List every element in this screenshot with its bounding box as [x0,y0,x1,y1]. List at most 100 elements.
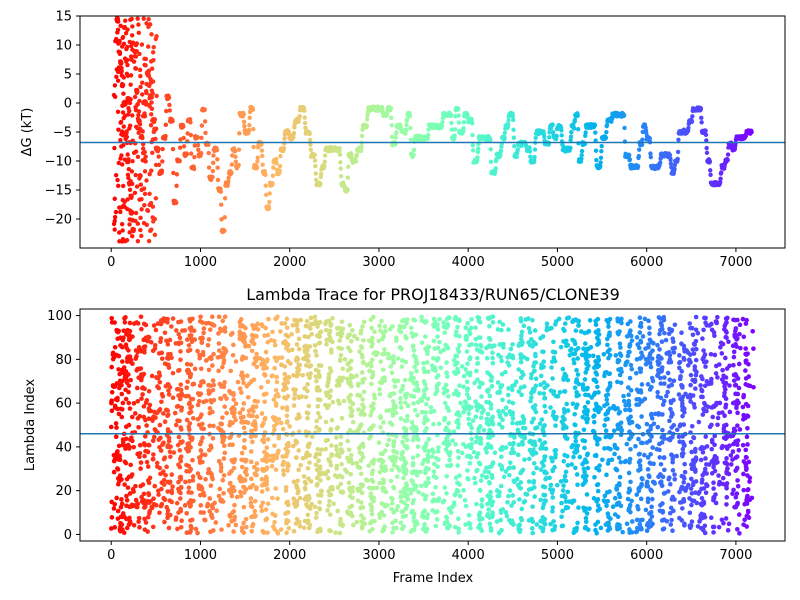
delta-g-point [583,130,588,135]
lambda-point [658,502,663,508]
lambda-point [593,322,599,328]
lambda-point [694,369,699,375]
lambda-point [574,472,580,477]
delta-g-point [174,183,179,189]
delta-g-point [135,239,141,244]
delta-g-point [115,109,121,115]
lambda-point [415,453,421,458]
lambda-point [484,465,489,471]
lambda-point [351,522,356,528]
lambda-point [201,326,207,331]
lambda-point [462,498,468,503]
delta-g-point [135,102,140,107]
lambda-point [119,501,125,507]
lambda-point [424,360,430,365]
lambda-point [248,449,254,454]
lambda-point [195,402,201,408]
lambda-point [530,530,535,536]
lambda-point [291,403,297,408]
delta-g-point [214,147,220,153]
delta-g-axes-frame [79,15,786,249]
lambda-point [377,392,383,397]
lambda-point [583,392,588,398]
lambda-point [670,468,676,473]
lambda-point [197,355,202,361]
lambda-point [591,496,597,501]
lambda-point [457,333,462,339]
delta-g-point [148,122,154,128]
lambda-point [563,338,569,344]
delta-g-point [470,132,475,138]
delta-g-point [318,181,323,187]
lambda-point [435,373,441,378]
delta-g-point [322,163,327,169]
lambda-point [174,500,180,506]
delta-g-point [622,125,627,131]
lambda-point [712,433,718,439]
lambda-point [119,522,125,527]
lambda-point [141,414,147,420]
lambda-point [646,524,652,530]
lambda-point [732,317,738,323]
delta-g-point [488,147,493,152]
delta-g-point [112,218,117,224]
lambda-point [595,519,601,525]
lambda-point [693,357,699,363]
lambda-point [637,518,643,523]
delta-g-point [138,227,143,233]
x-tick-label: 5000 [541,255,574,270]
lambda-point [451,358,457,363]
lambda-point [274,455,279,461]
lambda-point [187,421,193,426]
lambda-point [615,423,620,428]
delta-g-point [167,102,172,108]
delta-g-point [263,183,268,188]
lambda-point [389,467,395,473]
lambda-point [499,454,504,460]
delta-g-point [232,148,238,154]
lambda-point [645,455,651,460]
lambda-point [127,491,133,496]
lambda-point [296,448,301,453]
delta-g-point [241,119,247,125]
lambda-point [561,483,566,488]
lambda-point [354,460,360,466]
lambda-point [329,443,334,448]
lambda-point [111,506,117,511]
lambda-point [421,369,427,375]
lambda-point [518,336,524,342]
lambda-point [669,410,675,415]
lambda-point [270,511,275,517]
delta-g-point [493,166,498,171]
lambda-point [186,427,192,432]
lambda-point [334,435,339,440]
lambda-point [241,425,247,431]
lambda-point [481,427,487,433]
lambda-point [237,410,243,416]
delta-g-point [121,143,126,148]
lambda-point [503,369,508,375]
lambda-point [402,377,408,383]
lambda-point [296,336,302,342]
lambda-point [168,454,173,460]
delta-g-point [138,215,143,220]
lambda-point [672,472,677,477]
lambda-point [264,516,270,521]
lambda-point [725,528,731,533]
lambda-point [551,409,556,415]
lambda-point [735,410,740,416]
delta-g-point [129,16,134,22]
lambda-point [463,325,469,331]
delta-g-point [554,133,559,139]
lambda-point [198,366,204,372]
delta-g-point [137,197,142,202]
delta-g-point [135,154,141,160]
lambda-point [533,360,539,365]
lambda-point [347,332,353,338]
lambda-point [656,410,661,416]
delta-g-point [120,162,125,167]
lambda-point [520,434,526,440]
lambda-point [411,348,417,353]
lambda-point [625,321,631,327]
lambda-point [693,490,698,495]
